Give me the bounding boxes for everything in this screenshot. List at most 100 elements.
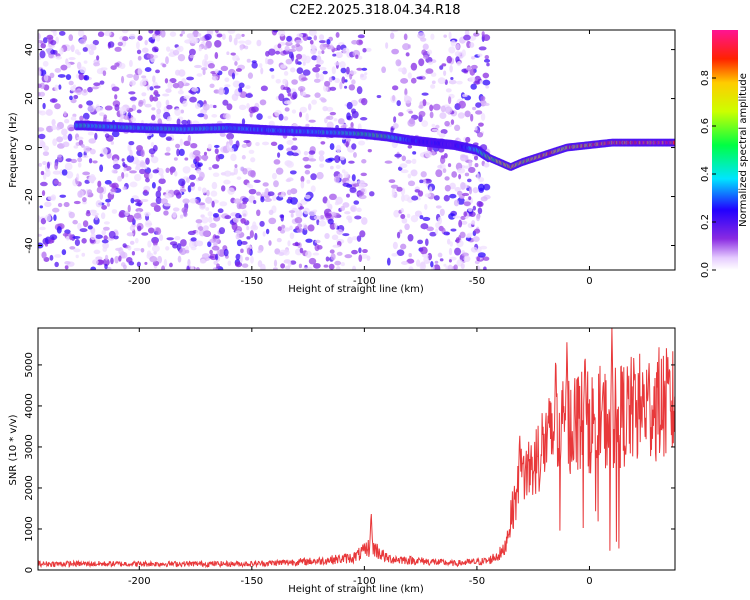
snr-y-tick-label: 0 xyxy=(24,567,35,573)
noise-speckle xyxy=(273,267,278,270)
noise-speckle xyxy=(221,185,226,192)
noise-speckle xyxy=(57,157,62,162)
noise-speckle xyxy=(39,50,46,59)
noise-speckle xyxy=(326,121,334,130)
noise-speckle xyxy=(68,211,75,219)
noise-speckle xyxy=(319,66,327,71)
noise-speckle xyxy=(282,78,288,85)
noise-speckle xyxy=(103,235,108,240)
noise-speckle xyxy=(117,175,123,182)
noise-speckle xyxy=(164,78,169,84)
noise-speckle xyxy=(443,263,447,267)
noise-speckle xyxy=(323,264,329,268)
spectrogram-y-ticks: -40 -20 0 20 40 xyxy=(24,43,675,254)
noise-speckle xyxy=(199,203,206,210)
noise-speckle xyxy=(73,89,81,93)
noise-speckle xyxy=(354,215,362,220)
spectrogram-frame xyxy=(37,29,676,271)
noise-speckle xyxy=(470,64,478,70)
noise-speckle xyxy=(89,148,96,155)
noise-speckle xyxy=(244,39,252,46)
noise-speckle xyxy=(335,51,343,57)
noise-speckle xyxy=(419,246,428,255)
noise-speckle xyxy=(324,212,332,219)
noise-speckle xyxy=(177,81,184,89)
noise-speckle xyxy=(369,191,375,197)
noise-speckle xyxy=(346,193,350,198)
noise-speckle xyxy=(39,205,44,209)
noise-speckle xyxy=(49,72,55,79)
noise-speckle xyxy=(256,209,261,217)
noise-speckle xyxy=(439,258,444,262)
noise-speckle xyxy=(147,240,152,248)
noise-speckle xyxy=(96,55,100,61)
noise-speckle xyxy=(458,100,466,109)
noise-speckle xyxy=(137,35,143,41)
noise-speckle xyxy=(388,179,396,184)
noise-speckle xyxy=(314,239,321,244)
noise-speckle xyxy=(319,163,325,168)
noise-speckle xyxy=(201,253,210,259)
noise-speckle xyxy=(356,180,365,185)
noise-speckle xyxy=(148,30,154,34)
noise-speckle xyxy=(270,141,278,147)
noise-speckle xyxy=(296,33,304,38)
noise-speckle xyxy=(365,47,372,52)
noise-speckle xyxy=(468,186,473,195)
noise-speckle xyxy=(320,141,326,145)
snr-y-tick-label: 4000 xyxy=(24,393,35,418)
noise-speckle xyxy=(181,119,188,125)
noise-speckle xyxy=(483,58,491,63)
noise-speckle xyxy=(448,31,452,40)
noise-speckle xyxy=(316,218,320,226)
noise-speckle xyxy=(54,254,62,258)
noise-speckle xyxy=(141,232,149,236)
noise-speckle xyxy=(58,30,66,36)
noise-speckle xyxy=(99,164,104,172)
noise-speckle xyxy=(147,135,152,140)
noise-speckle xyxy=(121,30,129,34)
noise-speckle xyxy=(299,91,307,97)
noise-speckle xyxy=(217,208,224,214)
noise-speckle xyxy=(207,143,213,150)
noise-speckle xyxy=(286,35,292,42)
noise-speckle xyxy=(319,97,326,101)
noise-speckle xyxy=(346,215,352,221)
colorbar-tick-label: 0.2 xyxy=(700,214,711,230)
noise-speckle xyxy=(76,61,82,70)
noise-speckle xyxy=(435,169,443,178)
noise-speckle xyxy=(255,142,260,147)
noise-speckle xyxy=(460,220,468,225)
noise-speckle xyxy=(344,254,353,259)
noise-speckle xyxy=(438,132,446,138)
noise-speckle xyxy=(454,124,461,132)
noise-speckle xyxy=(183,95,190,100)
noise-speckle xyxy=(278,93,285,102)
noise-speckle xyxy=(190,142,198,149)
noise-speckle xyxy=(305,113,309,121)
noise-speckle xyxy=(316,245,323,250)
noise-speckle xyxy=(38,162,42,167)
noise-speckle xyxy=(480,112,486,121)
snr-y-tick-label: 3000 xyxy=(24,434,35,459)
noise-speckle xyxy=(408,110,413,114)
noise-speckle xyxy=(277,152,281,158)
noise-speckle xyxy=(126,73,134,78)
noise-speckle xyxy=(238,104,247,111)
noise-speckle xyxy=(335,32,340,38)
noise-speckle xyxy=(420,171,427,178)
noise-speckle xyxy=(174,170,178,177)
noise-speckle xyxy=(87,86,93,93)
noise-speckle xyxy=(355,39,364,46)
noise-speckle xyxy=(308,158,317,162)
noise-speckle xyxy=(227,187,235,195)
noise-speckle xyxy=(485,84,490,89)
noise-speckle xyxy=(403,94,409,101)
noise-speckle xyxy=(165,246,170,251)
spectrogram-x-tick-label: -200 xyxy=(128,276,151,287)
noise-speckle xyxy=(465,136,471,143)
noise-speckle xyxy=(165,56,169,65)
noise-speckle xyxy=(177,255,182,263)
noise-speckle xyxy=(190,246,197,251)
noise-speckle xyxy=(472,106,477,111)
